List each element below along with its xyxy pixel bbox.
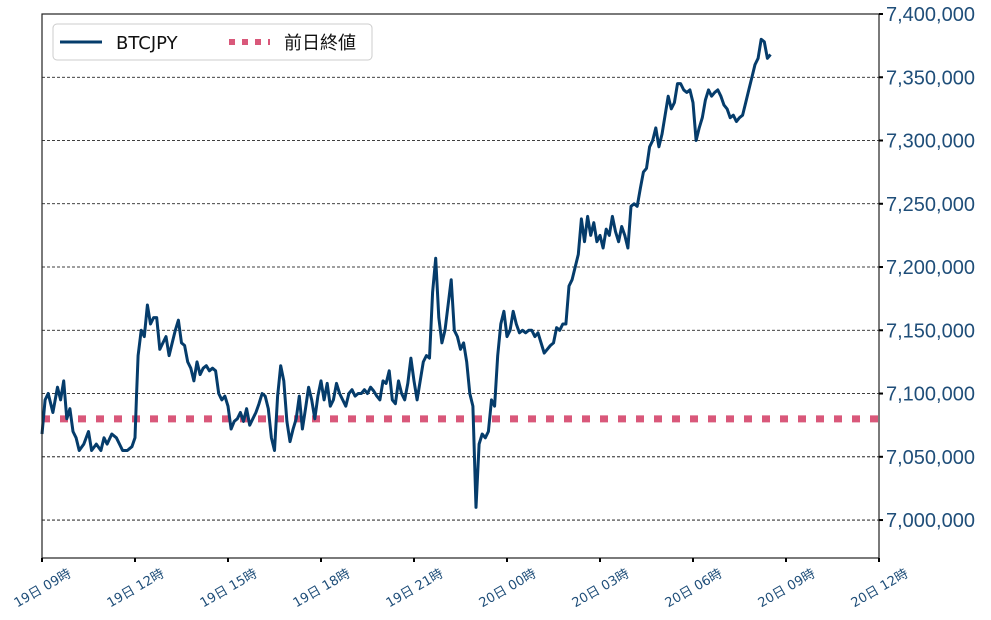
y-axis-right: 7,000,000 7,050,000 7,100,000 7,150,000 7,20… — [879, 4, 975, 532]
y-tick-label: 7,050,000 — [886, 447, 975, 469]
y-tick-label: 7,250,000 — [886, 194, 975, 216]
y-tick-label: 7,100,000 — [886, 384, 975, 406]
x-tick-label: 19日 12時 — [105, 566, 167, 611]
y-tick-label: 7,200,000 — [886, 257, 975, 279]
y-tick-label: 7,150,000 — [886, 320, 975, 342]
y-tick-label: 7,300,000 — [886, 131, 975, 153]
x-tick-label: 19日 15時 — [198, 566, 260, 611]
x-tick-label: 19日 21時 — [384, 566, 446, 611]
y-tick-label: 7,350,000 — [886, 67, 975, 89]
btcjpy-price-line — [40, 37, 772, 509]
x-tick-label: 20日 12時 — [849, 566, 911, 611]
y-tick-label: 7,000,000 — [886, 510, 975, 532]
x-tick-label: 20日 00時 — [477, 566, 539, 611]
legend-label-previous-close: 前日終値 — [284, 33, 356, 54]
x-axis: 19日 09時 19日 12時 19日 15時 19日 18時 19日 21時 20日 0… — [12, 558, 911, 611]
legend-box — [52, 23, 373, 61]
x-tick-label: 20日 06時 — [663, 566, 725, 611]
x-tick-label: 20日 03時 — [570, 566, 632, 611]
x-tick-label: 19日 09時 — [12, 566, 74, 611]
y-tick-label: 7,400,000 — [886, 4, 975, 26]
x-tick-label: 20日 09時 — [756, 566, 818, 611]
y-gridlines — [42, 13, 879, 521]
plot-area-border — [41, 13, 880, 559]
x-tick-label: 19日 18時 — [291, 566, 353, 611]
legend-label-btcjpy: BTCJPY — [116, 33, 179, 54]
legend: BTCJPY 前日終値 — [52, 23, 373, 61]
